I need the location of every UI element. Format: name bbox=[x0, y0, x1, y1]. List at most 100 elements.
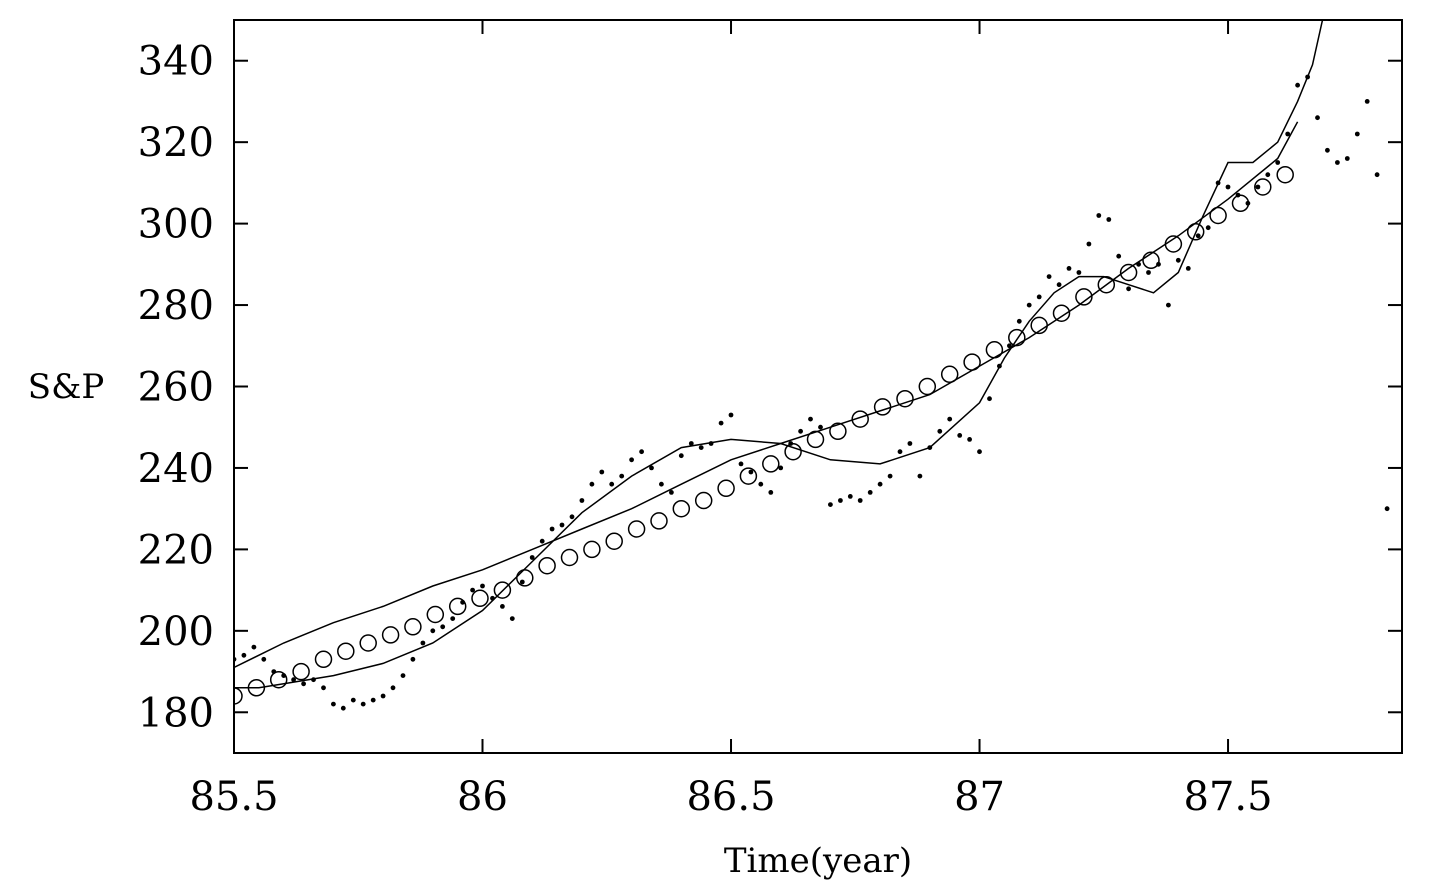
data-point bbox=[1364, 99, 1370, 104]
x-tick-label: 87 bbox=[954, 774, 1005, 820]
data-point bbox=[838, 498, 843, 503]
y-tick-label: 280 bbox=[138, 283, 214, 329]
circle-marker bbox=[1030, 316, 1048, 335]
circle-marker bbox=[1142, 251, 1160, 270]
data-point bbox=[1335, 160, 1340, 165]
circle-marker bbox=[873, 398, 892, 416]
data-point bbox=[1096, 213, 1102, 218]
data-point bbox=[688, 441, 694, 446]
data-point bbox=[1175, 257, 1181, 263]
x-tick-label: 86.5 bbox=[686, 774, 775, 820]
data-point bbox=[500, 604, 505, 609]
circle-marker bbox=[896, 389, 914, 408]
circle-marker bbox=[1097, 275, 1116, 294]
circle-marker bbox=[337, 642, 355, 660]
data-point bbox=[1374, 172, 1380, 178]
data-point bbox=[331, 701, 336, 707]
circle-marker bbox=[1119, 263, 1138, 282]
data-point bbox=[619, 473, 625, 479]
data-point bbox=[887, 473, 893, 479]
data-point bbox=[1007, 343, 1012, 349]
data-point bbox=[569, 514, 575, 520]
circle-marker bbox=[1052, 304, 1071, 322]
series-line-1 bbox=[234, 121, 1299, 669]
data-point bbox=[877, 481, 883, 487]
circle-marker bbox=[404, 618, 422, 636]
data-point bbox=[241, 652, 247, 658]
data-point bbox=[857, 498, 863, 503]
data-point bbox=[519, 579, 525, 585]
data-point bbox=[450, 616, 456, 621]
data-point bbox=[1166, 302, 1171, 308]
data-point bbox=[440, 624, 446, 630]
circle-marker bbox=[1075, 288, 1093, 306]
circle-marker bbox=[940, 365, 959, 384]
data-point bbox=[639, 449, 644, 455]
data-point bbox=[629, 457, 634, 463]
data-point bbox=[480, 583, 485, 589]
x-axis-title: Time(year) bbox=[724, 841, 912, 881]
data-point bbox=[1225, 184, 1231, 190]
circle-marker bbox=[1186, 223, 1205, 241]
circle-marker bbox=[1276, 165, 1294, 184]
data-point bbox=[1076, 270, 1082, 275]
data-point bbox=[957, 433, 963, 438]
data-point bbox=[738, 461, 744, 467]
data-point bbox=[867, 490, 873, 495]
circle-marker bbox=[851, 410, 869, 428]
data-point bbox=[1295, 82, 1300, 88]
y-tick-label: 320 bbox=[138, 120, 214, 166]
circle-marker bbox=[1164, 235, 1183, 253]
data-point bbox=[778, 465, 784, 471]
data-point bbox=[1325, 147, 1330, 153]
data-point bbox=[1026, 302, 1032, 308]
y-tick-label: 240 bbox=[138, 446, 214, 492]
data-point bbox=[291, 677, 296, 683]
data-point bbox=[1384, 506, 1390, 512]
data-point bbox=[847, 494, 853, 499]
circle-marker bbox=[1231, 194, 1250, 213]
circle-marker bbox=[314, 650, 333, 669]
circle-marker bbox=[605, 532, 623, 550]
data-point bbox=[907, 441, 913, 446]
circle-marker bbox=[829, 422, 847, 441]
circle-marker bbox=[560, 548, 579, 567]
data-point bbox=[917, 473, 923, 479]
data-point bbox=[470, 587, 475, 593]
circle-marker bbox=[1209, 206, 1227, 225]
circle-marker bbox=[985, 341, 1004, 359]
circle-marker bbox=[918, 377, 937, 396]
circle-marker bbox=[538, 556, 556, 575]
data-point bbox=[410, 656, 416, 662]
circle-marker bbox=[627, 520, 646, 538]
axis-ticks: 85.5 86 86.5 87 87.5 180 200 220 240 260 280 300 320… bbox=[138, 20, 1402, 820]
circle-marker bbox=[426, 605, 445, 624]
circle-marker bbox=[717, 479, 735, 498]
data-point bbox=[669, 490, 674, 495]
data-point bbox=[659, 481, 664, 487]
data-point bbox=[1205, 225, 1211, 231]
circle-marker bbox=[963, 353, 981, 371]
data-point bbox=[1255, 184, 1261, 190]
data-point bbox=[321, 685, 326, 691]
y-tick-label: 200 bbox=[138, 609, 214, 655]
data-point bbox=[728, 412, 734, 418]
data-point bbox=[350, 697, 356, 703]
data-point bbox=[251, 644, 257, 650]
data-point bbox=[261, 656, 267, 662]
data-point bbox=[370, 697, 376, 703]
y-axis-title: S&P bbox=[28, 367, 104, 407]
data-point bbox=[360, 701, 366, 707]
data-point bbox=[967, 437, 972, 442]
circle-marker bbox=[359, 634, 377, 652]
data-point bbox=[828, 502, 833, 507]
circle-marker bbox=[583, 540, 601, 559]
circle-marker bbox=[1008, 328, 1026, 347]
series-line-2 bbox=[234, 20, 1324, 689]
data-point bbox=[1116, 253, 1122, 259]
data-point bbox=[1016, 318, 1022, 324]
chart-marks bbox=[234, 20, 1390, 711]
circle-marker bbox=[448, 597, 467, 616]
y-tick-label: 180 bbox=[138, 690, 214, 736]
